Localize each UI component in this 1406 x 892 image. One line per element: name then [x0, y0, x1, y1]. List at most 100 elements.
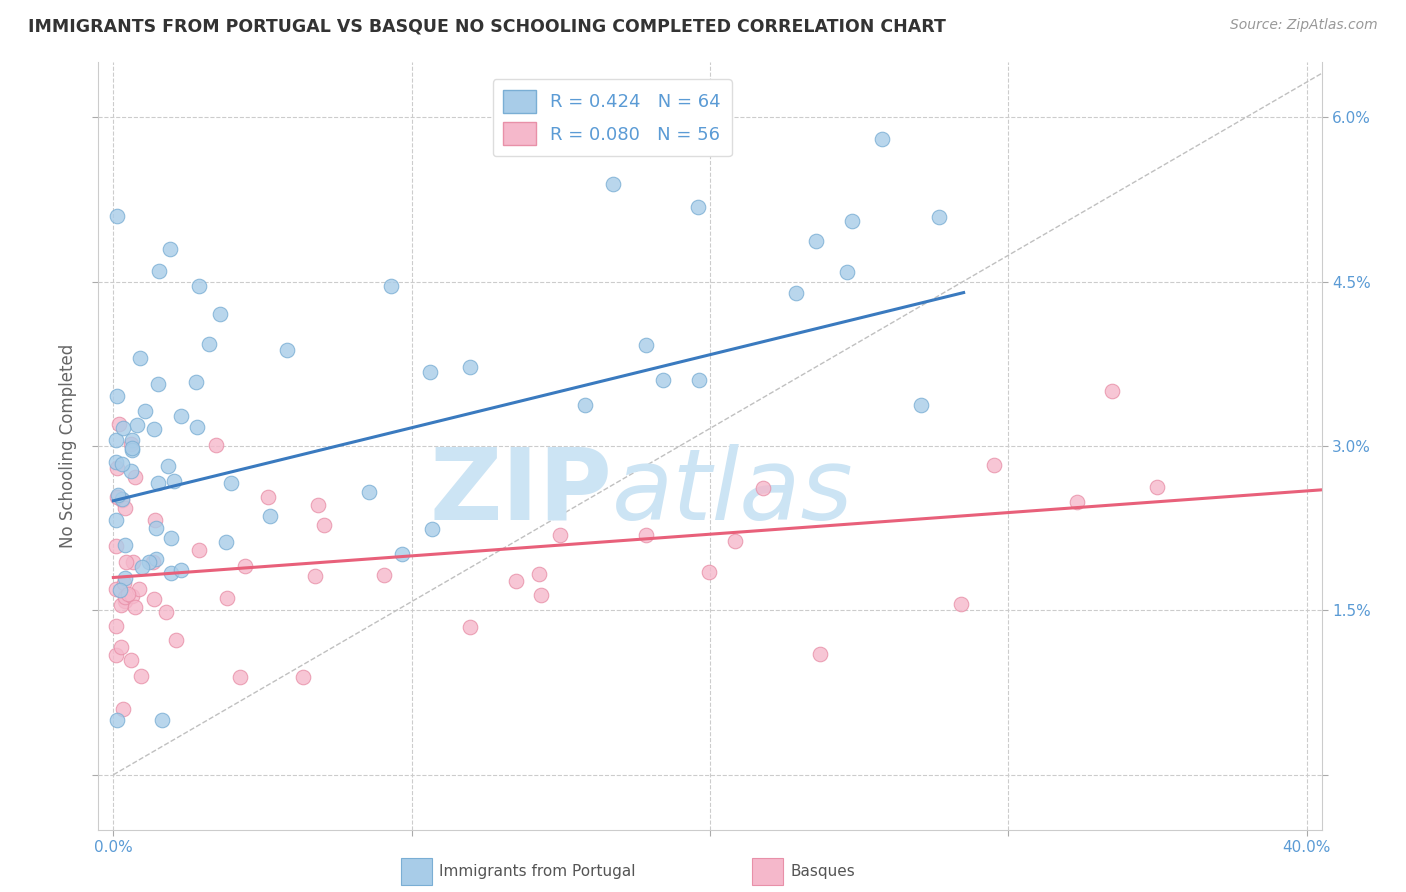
Point	[307, 498, 329, 512]
Point	[304, 568, 326, 582]
Point	[723, 533, 745, 548]
Point	[215, 591, 238, 605]
Point	[114, 576, 136, 591]
Point	[198, 336, 221, 351]
Point	[156, 458, 179, 473]
Point	[785, 285, 807, 300]
Point	[145, 552, 167, 566]
Point	[108, 583, 131, 598]
Point	[229, 669, 252, 683]
Point	[150, 713, 173, 727]
Point	[928, 210, 950, 224]
Point	[160, 531, 183, 545]
Point	[530, 588, 553, 602]
Point	[233, 559, 256, 574]
Point	[159, 242, 181, 256]
Point	[142, 422, 165, 436]
Point	[110, 640, 132, 654]
Point	[688, 373, 710, 387]
Point	[107, 417, 129, 431]
Point	[505, 574, 527, 588]
Point	[142, 591, 165, 606]
Point	[548, 528, 571, 542]
Point	[419, 366, 441, 380]
Point	[148, 376, 170, 391]
Point	[870, 132, 893, 146]
Point	[105, 389, 128, 403]
Point	[107, 488, 129, 502]
Point	[835, 265, 858, 279]
FancyBboxPatch shape	[401, 858, 432, 885]
Point	[114, 594, 136, 608]
Point	[105, 619, 128, 633]
Point	[121, 441, 143, 455]
Point	[117, 587, 139, 601]
Text: ZIP: ZIP	[429, 443, 612, 541]
Point	[170, 409, 193, 424]
Point	[188, 279, 211, 293]
Point	[121, 434, 143, 448]
Point	[527, 567, 550, 582]
Point	[155, 605, 177, 619]
Point	[120, 437, 142, 451]
Point	[205, 437, 228, 451]
Point	[131, 669, 153, 683]
Point	[105, 490, 128, 504]
Point	[128, 582, 150, 596]
Point	[697, 565, 720, 579]
Point	[110, 599, 132, 613]
Point	[148, 263, 170, 277]
Point	[257, 490, 280, 504]
Point	[910, 398, 932, 412]
Point	[373, 568, 395, 582]
Point	[114, 571, 136, 585]
Point	[129, 351, 152, 366]
Point	[134, 404, 156, 418]
Point	[215, 534, 238, 549]
Point	[574, 398, 596, 412]
Point	[636, 338, 658, 352]
Point	[391, 547, 413, 561]
Point	[105, 433, 128, 447]
Point	[186, 376, 208, 390]
Point	[1146, 480, 1168, 494]
Point	[1101, 384, 1123, 399]
Point	[804, 234, 827, 248]
Point	[122, 555, 145, 569]
Point	[983, 458, 1005, 472]
Point	[380, 279, 402, 293]
Y-axis label: No Schooling Completed: No Schooling Completed	[59, 344, 77, 548]
Point	[105, 455, 128, 469]
Point	[841, 213, 863, 227]
Text: atlas: atlas	[612, 443, 853, 541]
Text: IMMIGRANTS FROM PORTUGAL VS BASQUE NO SCHOOLING COMPLETED CORRELATION CHART: IMMIGRANTS FROM PORTUGAL VS BASQUE NO SC…	[28, 18, 946, 36]
Point	[105, 648, 128, 663]
Point	[124, 469, 146, 483]
Point	[686, 200, 709, 214]
Point	[120, 465, 142, 479]
Point	[276, 343, 298, 357]
Point	[259, 508, 281, 523]
Point	[291, 670, 314, 684]
Point	[114, 591, 136, 605]
Point	[111, 493, 134, 508]
Point	[950, 597, 973, 611]
Point	[105, 539, 128, 553]
Point	[359, 485, 381, 500]
Point	[138, 555, 160, 569]
Point	[142, 555, 165, 569]
Point	[651, 373, 673, 387]
Point	[186, 419, 208, 434]
Point	[121, 443, 143, 458]
Text: Source: ZipAtlas.com: Source: ZipAtlas.com	[1230, 18, 1378, 32]
Point	[120, 653, 142, 667]
Point	[111, 457, 134, 471]
Point	[105, 209, 128, 223]
Point	[458, 359, 481, 374]
Point	[114, 538, 136, 552]
Legend: R = 0.424   N = 64, R = 0.080   N = 56: R = 0.424 N = 64, R = 0.080 N = 56	[492, 79, 731, 156]
Point	[124, 599, 146, 614]
Point	[127, 417, 149, 432]
Point	[314, 517, 336, 532]
Point	[105, 461, 128, 475]
